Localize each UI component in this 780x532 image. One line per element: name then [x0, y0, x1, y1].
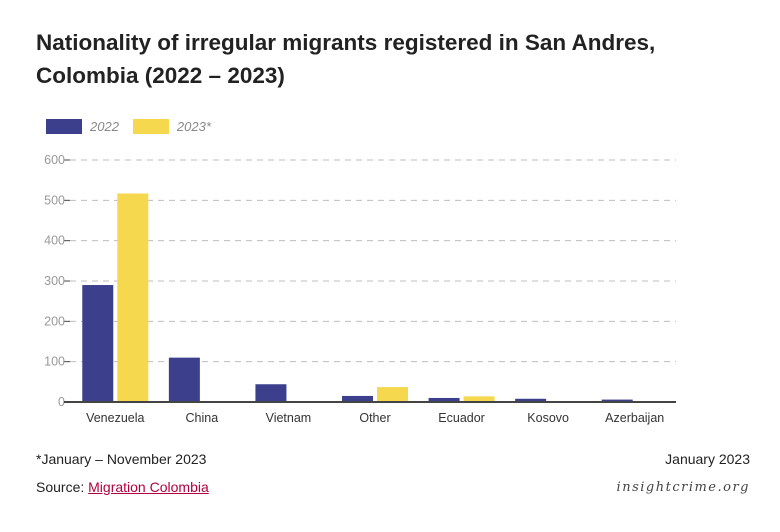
x-tick-label: Venezuela	[86, 411, 144, 425]
bar-2022-kosovo	[515, 398, 547, 402]
x-tick-label: Ecuador	[438, 411, 485, 425]
source-line: Source: Migration Colombia	[36, 479, 209, 495]
bar-2022-vietnam	[255, 384, 287, 402]
bar-2022-china	[168, 357, 200, 402]
y-tick-label: 0	[58, 395, 65, 409]
x-tick-label: Other	[359, 411, 390, 425]
x-tick-label: Vietnam	[266, 411, 312, 425]
bar-2023-other	[377, 387, 408, 402]
source-link[interactable]: Migration Colombia	[88, 479, 209, 495]
y-tick-label: 100	[44, 355, 65, 369]
chart-title: Nationality of irregular migrants regist…	[36, 30, 656, 88]
bar-2023-venezuela	[117, 193, 149, 402]
chart-legend: 2022 2023*	[46, 118, 225, 134]
bar-2022-other	[342, 395, 373, 402]
legend-label-2022: 2022	[90, 118, 119, 134]
y-tick-label: 200	[44, 314, 65, 328]
bar-2022-venezuela	[82, 285, 114, 402]
x-tick-label: China	[186, 411, 219, 425]
publication-date: January 2023	[665, 451, 750, 467]
y-tick-label: 600	[44, 153, 65, 167]
source-label: Source:	[36, 479, 89, 495]
y-tick-label: 300	[44, 274, 65, 288]
bar-2022-azerbaijan	[601, 399, 633, 402]
bar-2023-ecuador	[463, 396, 495, 402]
legend-label-2023: 2023*	[176, 118, 211, 134]
legend-swatch-2023	[132, 118, 169, 134]
y-tick-label: 500	[44, 193, 65, 207]
brand-logo-text: insightcrime.org	[616, 480, 750, 495]
bar-chart: 0 100 200 300 400 500 600 Venezuela China Vietnam…	[44, 153, 676, 425]
bar-2022-ecuador	[428, 397, 460, 402]
x-tick-label: Azerbaijan	[605, 411, 664, 425]
footnote: *January – November 2023	[36, 451, 207, 467]
legend-swatch-2022	[46, 118, 82, 134]
y-tick-label: 400	[44, 234, 65, 248]
x-tick-label: Kosovo	[527, 411, 569, 425]
